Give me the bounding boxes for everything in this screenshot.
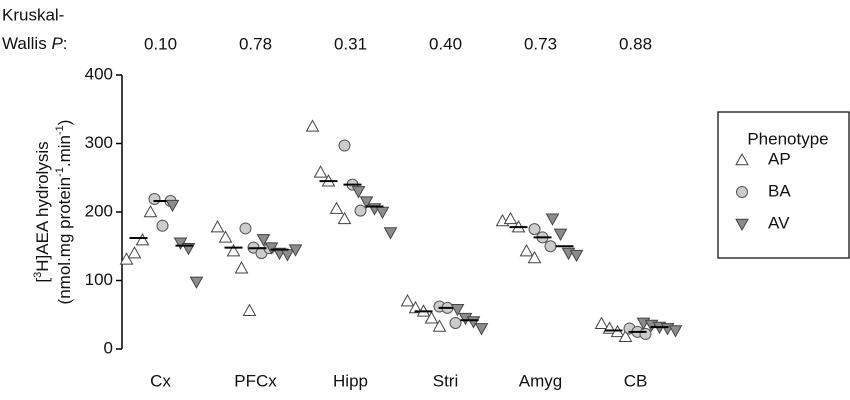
data-point — [189, 276, 204, 289]
data-point — [143, 204, 158, 218]
data-point — [594, 316, 609, 329]
p-value: 0.78 — [239, 34, 272, 53]
y-label-sup: -1 — [54, 167, 66, 177]
x-tick-label: Cx — [150, 371, 171, 390]
p-value: 0.73 — [524, 34, 557, 53]
data-point — [450, 303, 465, 317]
data-point — [256, 234, 271, 247]
data-point — [156, 219, 169, 232]
data-point — [329, 201, 344, 214]
y-label-part: (nmol.mg protein — [55, 177, 74, 305]
data-point — [234, 261, 249, 274]
data-point — [668, 325, 683, 338]
data-point — [449, 316, 462, 329]
data-point — [528, 223, 541, 236]
legend-marker — [735, 218, 749, 232]
data-point — [639, 327, 652, 340]
data-point — [519, 244, 534, 257]
y-tick-label: 0 — [104, 338, 113, 357]
p-label-word: Wallis — [2, 34, 47, 53]
data-point — [618, 329, 633, 342]
data-point — [503, 211, 518, 225]
data-point — [383, 227, 398, 240]
p-label: Wallis P: — [2, 34, 68, 53]
p-value: 0.10 — [144, 34, 177, 53]
data-point — [553, 228, 568, 241]
data-point — [545, 213, 560, 226]
data-point — [218, 230, 233, 243]
data-point — [165, 199, 180, 213]
y-tick-label: 100 — [85, 270, 113, 289]
data-point — [242, 303, 257, 316]
y-tick-label: 300 — [85, 133, 113, 152]
data-point — [210, 220, 225, 233]
y-label-part: .min — [55, 135, 74, 167]
data-point — [280, 249, 295, 262]
data-point — [432, 319, 447, 332]
legend-label: BA — [768, 181, 791, 200]
data-point — [337, 211, 352, 225]
data-point — [313, 165, 328, 178]
data-point — [338, 139, 351, 152]
data-point — [148, 192, 161, 205]
legend-label: AP — [768, 149, 791, 168]
y-label-sup: -1 — [54, 125, 66, 135]
x-tick-label: Amyg — [519, 371, 562, 390]
data-point — [288, 244, 303, 257]
y-tick-label: 400 — [85, 64, 113, 83]
x-tick-label: Hipp — [333, 371, 368, 390]
y-axis-title: [3H]AEA hydrolysis (nmol.mg protein-1.mi… — [32, 120, 75, 305]
data-point — [354, 204, 367, 217]
y-axis-title-line: [3H]AEA hydrolysis — [32, 141, 53, 282]
data-point — [127, 246, 142, 259]
legend-title: Phenotype — [747, 129, 828, 148]
data-point — [226, 244, 241, 257]
data-point — [135, 233, 150, 246]
legend-marker — [736, 186, 748, 198]
x-tick-label: Stri — [433, 371, 459, 390]
data-point — [424, 311, 439, 324]
data-point — [351, 186, 366, 199]
data-point — [569, 249, 584, 263]
legend-box — [717, 111, 850, 259]
data-point — [305, 119, 320, 132]
legend-marker — [735, 152, 749, 166]
x-tick-label: PFCx — [234, 371, 277, 390]
y-label-sup: 3 — [32, 272, 44, 278]
p-label-colon: : — [63, 34, 68, 53]
data-point — [400, 294, 415, 307]
data-point — [375, 206, 390, 220]
p-label: Kruskal- — [2, 5, 64, 24]
data-point — [239, 222, 252, 235]
data-point — [359, 196, 374, 209]
p-value: 0.40 — [429, 34, 462, 53]
legend-label: AV — [768, 213, 790, 232]
p-value: 0.31 — [334, 34, 367, 53]
y-axis-title-line: (nmol.mg protein-1.min-1) — [54, 120, 75, 305]
p-value: 0.88 — [619, 34, 652, 53]
data-point — [408, 300, 423, 314]
data-point — [527, 250, 542, 264]
p-label-symbol: P — [51, 34, 63, 53]
y-tick-label: 200 — [85, 201, 113, 220]
y-label-part: H]AEA hydrolysis — [33, 141, 52, 271]
x-tick-label: CB — [624, 371, 648, 390]
y-label-part: [ — [33, 278, 52, 283]
data-point — [474, 323, 489, 336]
data-point — [544, 240, 557, 253]
data-point — [119, 252, 134, 265]
y-label-part: ) — [55, 120, 74, 126]
